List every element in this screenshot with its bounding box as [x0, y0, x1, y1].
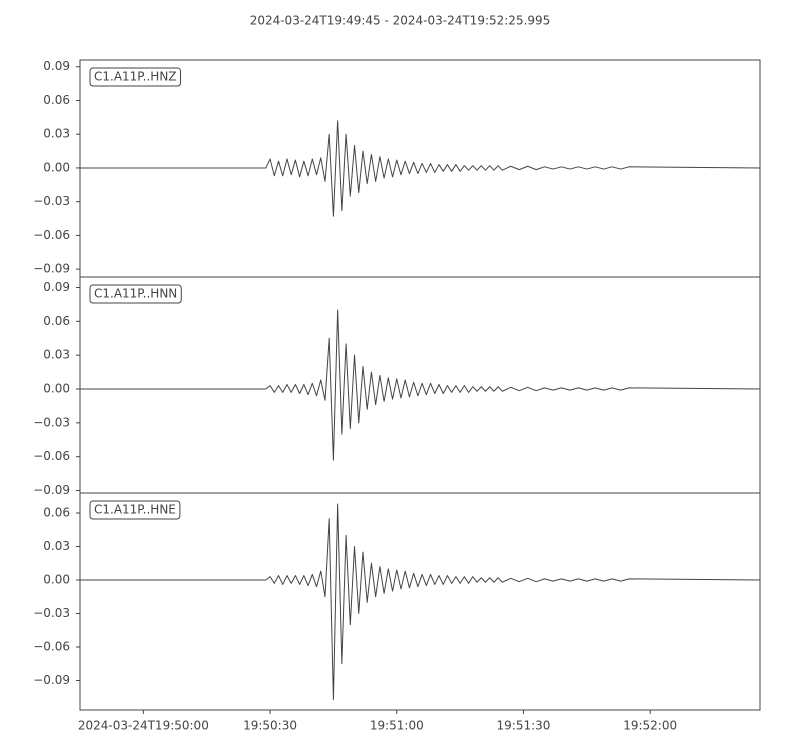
- x-tick-label: 2024-03-24T19:50:00: [78, 719, 209, 733]
- chart-title: 2024-03-24T19:49:45 - 2024-03-24T19:52:2…: [250, 14, 551, 28]
- x-tick-label: 19:50:30: [243, 719, 297, 733]
- y-tick-label: −0.06: [33, 228, 70, 242]
- trace-label: C1.A11P..HNE: [94, 503, 176, 517]
- y-tick-label: 0.06: [43, 505, 70, 519]
- y-tick-label: 0.00: [43, 573, 70, 587]
- panel-frame: [79, 276, 761, 494]
- y-tick-label: 0.03: [43, 127, 70, 141]
- y-tick-label: 0.00: [43, 160, 70, 174]
- panel-frame: [79, 492, 761, 711]
- y-tick-label: −0.09: [33, 673, 70, 687]
- y-tick-label: −0.03: [33, 194, 70, 208]
- trace-label: C1.A11P..HNN: [94, 287, 177, 301]
- y-tick-label: 0.03: [43, 348, 70, 362]
- y-tick-label: 0.09: [43, 280, 70, 294]
- waveform: [80, 120, 761, 217]
- trace-label: C1.A11P..HNZ: [94, 70, 177, 84]
- y-tick-label: −0.03: [33, 415, 70, 429]
- waveform: [80, 309, 761, 461]
- trace-label-box: [89, 284, 182, 304]
- x-tick-label: 19:51:30: [497, 719, 551, 733]
- y-tick-label: −0.09: [33, 483, 70, 497]
- y-tick-label: 0.06: [43, 93, 70, 107]
- y-tick-label: 0.09: [43, 59, 70, 73]
- waveform: [80, 503, 761, 700]
- y-tick-label: 0.03: [43, 539, 70, 553]
- y-tick-label: −0.06: [33, 640, 70, 654]
- y-tick-label: 0.06: [43, 314, 70, 328]
- y-tick-label: 0.00: [43, 382, 70, 396]
- y-tick-label: −0.03: [33, 606, 70, 620]
- y-tick-label: −0.06: [33, 449, 70, 463]
- x-tick-label: 19:52:00: [623, 719, 677, 733]
- trace-label-box: [89, 67, 182, 87]
- y-tick-label: −0.09: [33, 262, 70, 276]
- x-tick-label: 19:51:00: [370, 719, 424, 733]
- trace-label-box: [89, 500, 181, 520]
